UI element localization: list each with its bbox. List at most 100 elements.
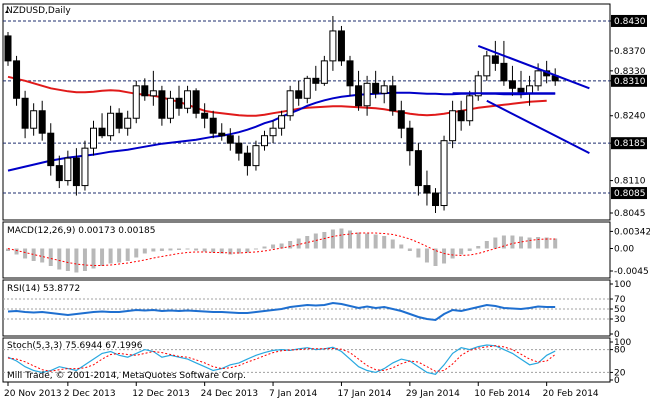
macd-bar [399,244,404,249]
macd-bar [476,246,481,249]
level-label-box-2 [611,137,647,150]
price-tick-label-overlapped: 0.8330 [614,67,646,77]
candle [175,85,183,116]
macd-bar [262,246,267,249]
candle-body-up [184,90,192,109]
macd-bar [493,237,498,249]
candle-body-down [21,97,29,129]
macd-tick-label-0: 0.00342 [614,227,650,237]
stoch-signal-path [7,345,556,372]
macd-bar [433,248,438,266]
x-tick-label-0: 20 Nov 2013 [4,389,62,399]
candle [457,100,465,131]
candle-body-down [406,127,414,152]
candle-body-up [107,112,115,137]
candle-body-down [508,80,516,89]
x-tick-label-5: 17 Jan 2014 [337,389,391,399]
macd-signal-line [7,232,556,266]
rsi-tick-label-0: 100 [614,280,631,290]
macd-bar [245,248,250,253]
macd-bar [236,248,241,254]
channel-lower-line [486,99,590,155]
candle [235,135,243,161]
macd-bar [65,248,70,271]
candle [491,40,499,71]
candle [483,50,491,81]
candle-body-down [414,150,422,187]
macd-bar [467,248,472,251]
macd-bar [151,248,156,252]
candle [278,110,286,136]
candle-body-up [320,60,328,84]
macd-bar [271,244,276,249]
macd-bar [31,248,36,261]
macd-bar [373,234,378,249]
level-label-box-0 [611,14,647,27]
candle [192,88,200,119]
candle [337,25,345,66]
candle-body-down [115,112,123,129]
stoch-tick-label-0: 100 [614,338,631,348]
candle-body-down [209,117,217,134]
candle-body-down [346,60,354,87]
candle-body-up [30,110,38,129]
title-triangle-icon [5,10,9,13]
candle [30,103,38,136]
price-tick-label-1: 0.8370 [614,47,646,57]
candle-body-down [141,85,149,97]
macd-bar [322,232,327,249]
candle-body-down [4,35,12,62]
candle-body-up [329,30,337,62]
candle-body-up [363,82,371,107]
macd-label: MACD(12,26,9) 0.00173 0.00185 [7,226,156,236]
stoch-tick-label-1: 80 [614,346,626,356]
candle [508,65,516,96]
macd-bar [416,248,421,258]
macd-bar [142,248,147,254]
candle-body-down [491,55,499,64]
candle [132,80,140,124]
macd-bar [544,237,549,249]
macd-bar [305,236,310,249]
macd-bar [23,248,28,259]
candle-body-up [286,90,294,117]
macd-axis-ticks: 0.00342 0.00 -0.0045 [610,227,650,277]
candle-body-up [380,85,388,94]
candle [414,143,422,196]
macd-bar [365,233,370,249]
candle [440,135,448,211]
macd-histogram [6,228,558,273]
macd-bar [450,248,455,259]
macd-bar [228,248,233,255]
macd-bar [407,248,412,251]
channel-upper-line [477,44,590,90]
candle [13,55,21,106]
candle [124,110,132,136]
stoch-tick-label-3: 0 [614,376,620,386]
macd-bar [501,235,506,249]
candle [201,103,209,129]
candle-body-up [474,75,482,97]
macd-bar [117,248,122,263]
macd-bar [527,237,532,249]
current-price-label: 0.8310 [614,77,646,87]
candle-body-up [166,97,174,119]
candle [286,85,294,121]
candle [98,113,106,139]
candle [389,75,397,116]
candle-body-down [158,90,166,119]
macd-tick-label-1: 0.00 [614,245,634,255]
candle-body-up [261,135,268,147]
candle [90,120,97,156]
candle-body-down [355,85,363,107]
macd-bar [339,228,344,249]
macd-bar [168,248,173,251]
price-tick-label-6: 0.8045 [614,209,646,219]
candle [149,70,157,106]
candle-body-down [55,165,63,182]
candle [158,85,166,126]
macd-bar [348,230,352,249]
